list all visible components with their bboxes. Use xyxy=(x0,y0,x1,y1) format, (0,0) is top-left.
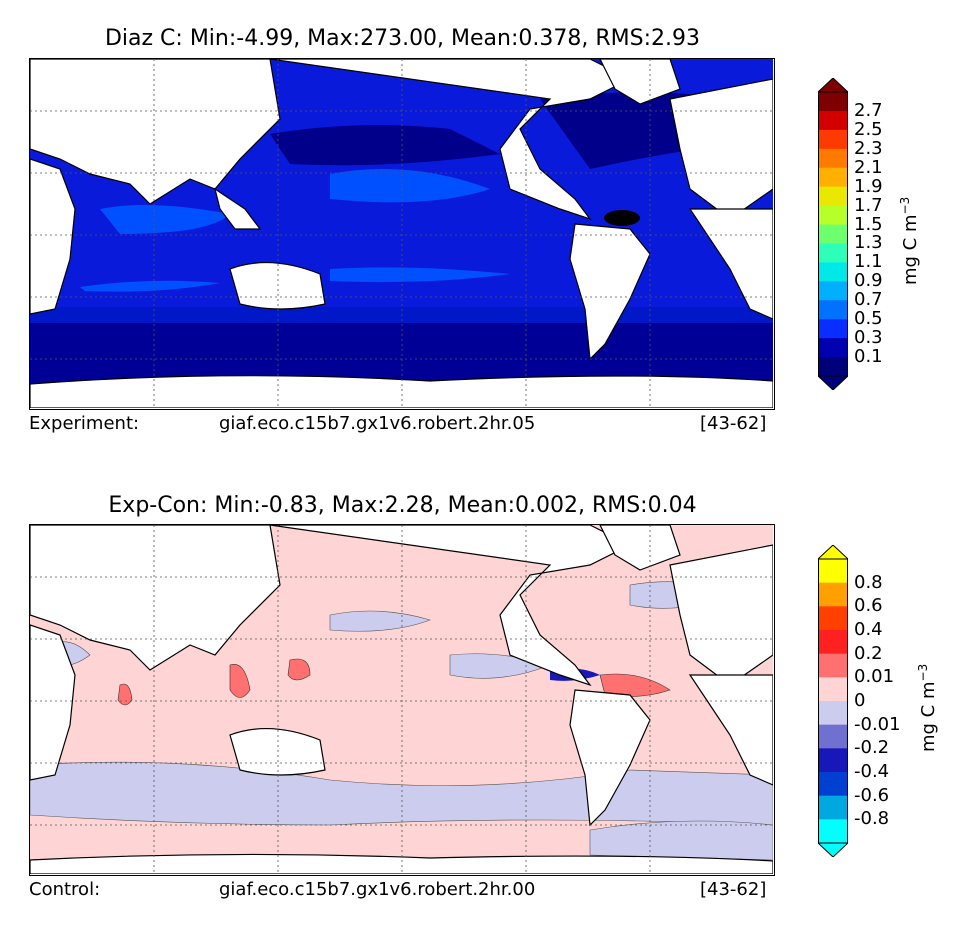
bottom-colorbar-segment xyxy=(818,724,848,749)
south-pacific-band xyxy=(330,267,510,283)
bottom-colorbar-segment xyxy=(818,630,848,655)
diff-land-africa xyxy=(688,674,773,786)
bottom-colorbar-tick-label: 0.01 xyxy=(854,666,895,688)
bottom-footer-years: [43-62] xyxy=(700,879,767,900)
top-colorbar-cap-bottom xyxy=(816,375,850,391)
top-colorbar-segment xyxy=(818,281,848,301)
top-colorbar-segment xyxy=(818,357,848,377)
top-colorbar-segment xyxy=(818,110,848,131)
bottom-colorbar-tick-label: 0.2 xyxy=(854,642,883,664)
top-colorbar-tick-label: 0.3 xyxy=(854,327,883,349)
bottom-colorbar-tick-label: -0.01 xyxy=(854,713,901,735)
top-colorbar-segment xyxy=(818,129,848,150)
top-colorbar-tick-label: 1.3 xyxy=(854,232,883,254)
bottom-colorbar-tick-label: 0.4 xyxy=(854,619,883,640)
top-colorbar-segment xyxy=(818,148,848,169)
bottom-colorbar-cap-top xyxy=(816,544,850,560)
diff-land-antarctica xyxy=(30,853,773,874)
top-colorbar-tick-label: 1.5 xyxy=(854,213,883,235)
top-colorbar-segment xyxy=(818,167,848,188)
top-colorbar-segment xyxy=(818,186,848,207)
top-map xyxy=(29,58,775,410)
top-colorbar-tick-label: 0.1 xyxy=(854,346,883,368)
top-colorbar-tick-label: 0.9 xyxy=(854,270,883,292)
diff-blob-pacific xyxy=(329,610,431,632)
top-colorbar-tick-label: 0.5 xyxy=(854,308,883,330)
diff-land-australia xyxy=(229,728,326,776)
bottom-colorbar-tick-label: 0 xyxy=(854,690,866,711)
bottom-colorbar-segment xyxy=(818,772,848,797)
north-pacific-band xyxy=(270,125,500,166)
diff-blob-pos-1 xyxy=(229,663,251,698)
bottom-colorbar-segment xyxy=(818,677,848,702)
bottom-colorbar-segment xyxy=(818,559,848,584)
top-colorbar-segment xyxy=(818,243,848,263)
diff-land-greenland xyxy=(599,525,681,571)
top-colorbar-tick-label: 1.7 xyxy=(854,194,883,216)
top-colorbar-unit: mg C m−3 xyxy=(898,196,921,285)
diff-blob-pos-2 xyxy=(287,658,311,681)
top-footer-label: Experiment: xyxy=(29,413,140,434)
bottom-panel-title: Exp-Con: Min:-0.83, Max:2.28, Mean:0.002… xyxy=(108,493,697,518)
top-colorbar-segment xyxy=(818,92,848,112)
top-colorbar-tick-label: 2.1 xyxy=(854,156,883,178)
diff-blob-pos-3 xyxy=(117,683,133,706)
top-footer-years: [43-62] xyxy=(700,413,767,434)
bottom-colorbar-tick-label: 0.6 xyxy=(854,595,883,617)
top-colorbar-tick-label: 2.3 xyxy=(854,137,883,159)
top-colorbar-segment xyxy=(818,300,848,320)
bottom-colorbar-segment xyxy=(818,795,848,820)
southern-mid-band xyxy=(30,307,773,323)
top-colorbar-tick-label: 0.7 xyxy=(854,289,883,311)
land-africa xyxy=(688,208,773,320)
land-antarctica xyxy=(30,375,773,408)
land-southeast-asia xyxy=(214,187,262,230)
top-colorbar-segment xyxy=(818,262,848,282)
bottom-colorbar-segment xyxy=(818,653,848,678)
bottom-colorbar-segment xyxy=(818,748,848,773)
top-colorbar-tick-label: 2.5 xyxy=(854,118,883,140)
bottom-colorbar-tick-label: -0.4 xyxy=(854,761,890,782)
bottom-colorbar-tick-label: -0.2 xyxy=(854,737,890,759)
top-colorbar-segment xyxy=(818,205,848,226)
pacific-tropical-band xyxy=(330,169,490,203)
south-tropical-band xyxy=(80,280,220,292)
bottom-colorbar-segment xyxy=(818,582,848,607)
top-colorbar-cap-top xyxy=(816,77,850,93)
top-colorbar-tick-label: 1.9 xyxy=(854,175,883,197)
bottom-colorbar xyxy=(816,544,850,858)
bottom-colorbar-segment xyxy=(818,606,848,631)
bottom-footer-run: giaf.eco.c15b7.gx1v6.robert.2hr.00 xyxy=(219,879,536,900)
top-colorbar xyxy=(816,77,850,391)
caribbean-hotspot xyxy=(604,210,640,226)
top-colorbar-segment xyxy=(818,319,848,339)
bottom-map xyxy=(29,524,775,876)
bottom-colorbar-tick-label: -0.6 xyxy=(854,784,890,806)
bottom-colorbar-segment xyxy=(818,701,848,726)
top-colorbar-segment xyxy=(818,224,848,244)
indian-tropical-band xyxy=(100,205,230,234)
top-footer-run: giaf.eco.c15b7.gx1v6.robert.2hr.05 xyxy=(219,413,536,434)
top-colorbar-tick-label: 2.7 xyxy=(854,99,883,121)
top-colorbar-tick-label: 1.1 xyxy=(854,251,883,273)
diff-land-south-america xyxy=(569,689,651,827)
bottom-colorbar-tick-label: -0.8 xyxy=(854,808,890,830)
bottom-colorbar-unit: mg C m−3 xyxy=(916,663,939,752)
bottom-colorbar-segment xyxy=(818,819,848,844)
land-greenland xyxy=(599,59,681,105)
top-panel-title: Diaz C: Min:-4.99, Max:273.00, Mean:0.37… xyxy=(104,26,700,51)
land-south-america xyxy=(569,223,651,361)
diff-blob-antarctic xyxy=(589,820,773,861)
diff-land-africa-west xyxy=(30,624,76,781)
land-africa-west xyxy=(30,158,76,315)
bottom-footer-label: Control: xyxy=(29,879,101,900)
bottom-colorbar-tick-label: 0.8 xyxy=(854,571,883,593)
top-colorbar-segment xyxy=(818,338,848,358)
bottom-colorbar-cap-bottom xyxy=(816,842,850,858)
